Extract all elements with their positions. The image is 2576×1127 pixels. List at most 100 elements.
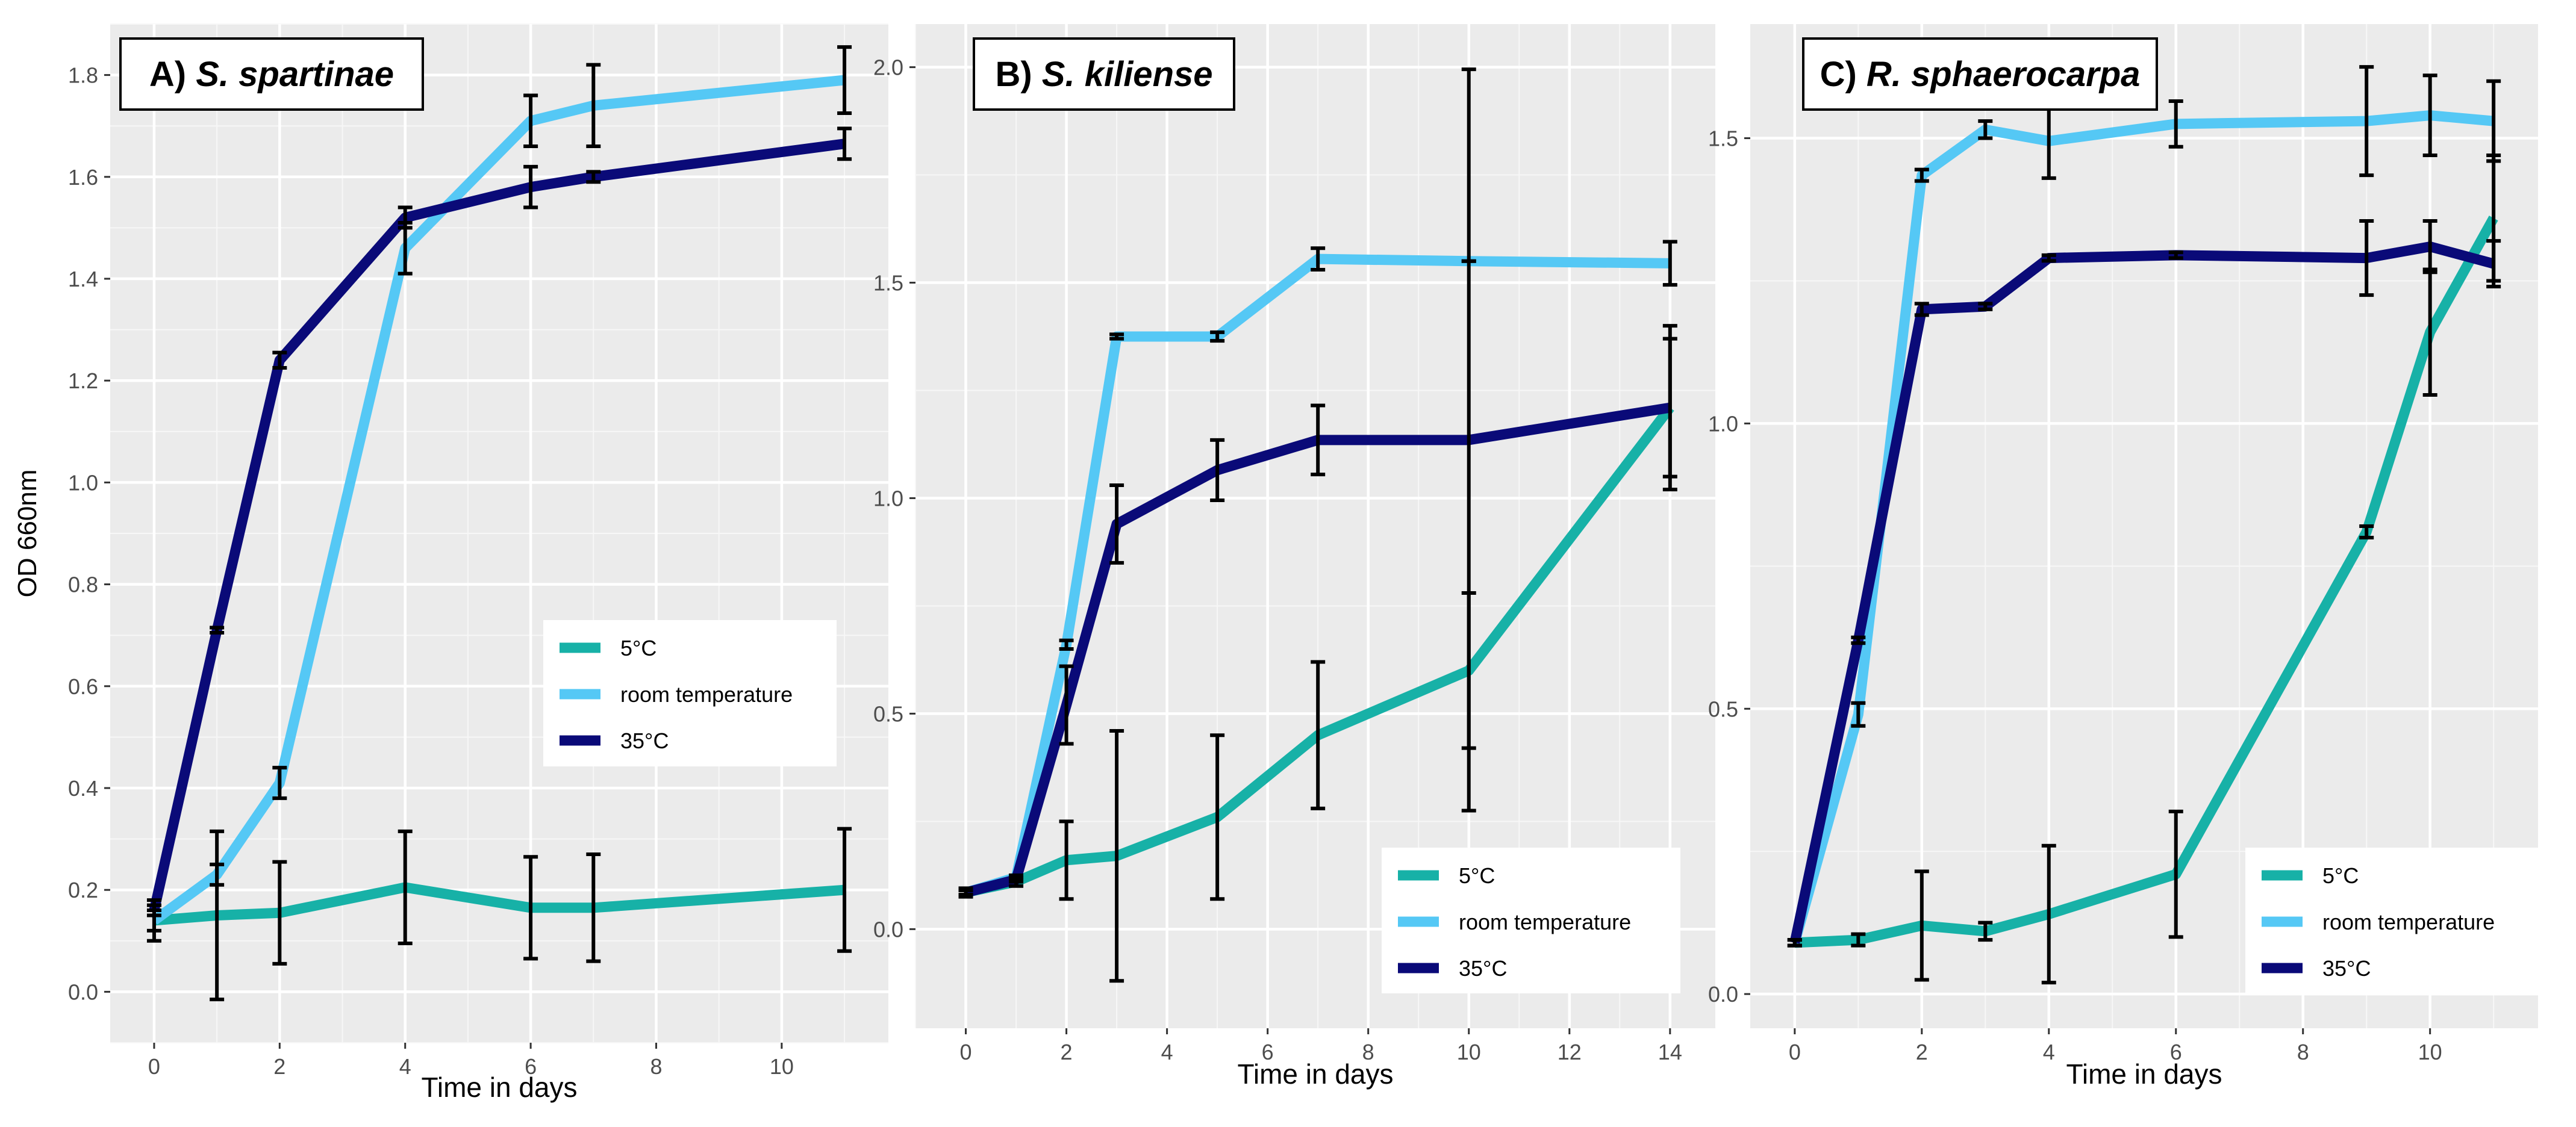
error-bar [1059, 664, 1074, 746]
y-tick-label: 1.0 [873, 486, 903, 511]
error-bar [398, 829, 413, 946]
x-axis-label: Time in days [2066, 1058, 2222, 1090]
error-bar [958, 888, 973, 897]
error-bar [1978, 921, 1993, 942]
legend-label-3: 35°C [1459, 956, 1507, 981]
error-bar [1978, 119, 1993, 140]
y-tick-label: 1.8 [68, 63, 98, 88]
error-bar [1787, 938, 1802, 948]
error-bar [2359, 219, 2374, 297]
x-tick-label: 10 [1457, 1040, 1481, 1064]
y-tick-label: 0.0 [68, 980, 98, 1004]
legend-label-2: room temperature [1459, 910, 1631, 934]
error-bar [1914, 302, 1929, 317]
x-axis-label: Time in days [1237, 1058, 1393, 1090]
y-tick-label: 0.0 [1708, 982, 1738, 1007]
x-tick-label: 0 [1789, 1040, 1801, 1064]
error-bar [837, 126, 852, 161]
error-bar [2359, 65, 2374, 178]
error-bar [1009, 875, 1024, 884]
panel-title-species: S. spartinae [196, 55, 394, 94]
error-bar [1851, 635, 1866, 645]
y-tick-label: 0.8 [68, 573, 98, 597]
error-bar [1914, 167, 1929, 183]
legend-label-1: 5°C [620, 636, 656, 660]
y-tick-label: 0.6 [68, 674, 98, 699]
x-tick-label: 4 [2043, 1040, 2055, 1064]
error-bar [1210, 733, 1225, 901]
error-bar [837, 827, 852, 953]
y-tick-label: 0.5 [873, 701, 903, 726]
error-bar [523, 93, 538, 149]
error-bar [210, 862, 225, 887]
panel-title-box [973, 37, 1235, 111]
y-tick-label: 1.5 [1708, 126, 1738, 151]
error-bar [2422, 219, 2437, 275]
error-bar [837, 45, 852, 116]
error-bar [272, 350, 287, 370]
error-bar [272, 766, 287, 800]
panel-title-box [1802, 37, 2158, 111]
panel-title: C) R. sphaerocarpa [1820, 55, 2141, 94]
x-tick-label: 4 [399, 1054, 411, 1079]
legend-label-3: 35°C [2322, 956, 2371, 981]
error-bar [398, 205, 413, 230]
error-bar [1978, 302, 1993, 311]
error-bar [146, 903, 161, 917]
error-bar [210, 829, 225, 1002]
error-bar [2359, 524, 2374, 539]
x-tick-label: 14 [1658, 1040, 1682, 1064]
error-bar [1662, 324, 1677, 492]
error-bar [2486, 79, 2501, 163]
error-bar [2422, 73, 2437, 157]
error-bar [210, 626, 225, 635]
panel-title-prefix: B) [995, 55, 1041, 94]
x-tick-label: 8 [650, 1054, 662, 1079]
error-bar [1210, 330, 1225, 343]
x-tick-label: 10 [2418, 1040, 2442, 1064]
x-tick-label: 2 [273, 1054, 285, 1079]
x-tick-label: 4 [1161, 1040, 1173, 1064]
error-bar [586, 63, 601, 149]
error-bar [1914, 869, 1929, 982]
error-bar [1851, 701, 1866, 728]
error-bar [586, 170, 601, 184]
panel-title-species: R. sphaerocarpa [1867, 55, 2141, 94]
error-bar [2486, 239, 2501, 288]
error-bar [1059, 638, 1074, 651]
panel-title-prefix: A) [149, 55, 196, 94]
x-tick-label: 8 [1362, 1040, 1374, 1064]
x-tick-label: 6 [2170, 1040, 2182, 1064]
chart-panel-1: 0.0 0.2 0.4 0.6 0.8 1.0 1.2 1.4 1.6 1.8 0 2 4 6 8 10 Tim… [13, 23, 888, 1103]
error-bar [2168, 250, 2183, 260]
error-bar [1109, 332, 1124, 341]
error-bar [2041, 253, 2056, 263]
x-tick-label: 0 [148, 1054, 160, 1079]
legend-label-3: 35°C [620, 728, 669, 753]
y-tick-label: 1.0 [1708, 411, 1738, 436]
legend-label-2: room temperature [2322, 910, 2495, 934]
x-tick-label: 6 [1262, 1040, 1274, 1064]
x-tick-label: 2 [1061, 1040, 1073, 1064]
legend-label-2: room temperature [620, 682, 793, 707]
error-bar [272, 860, 287, 966]
error-bar [2168, 809, 2183, 939]
error-bar [1662, 240, 1677, 287]
x-tick-label: 6 [525, 1054, 537, 1079]
y-tick-label: 1.2 [68, 368, 98, 393]
error-bar [1311, 403, 1326, 477]
error-bar [523, 855, 538, 961]
y-tick-label: 1.6 [68, 165, 98, 190]
y-tick-label: 0.5 [1708, 697, 1738, 721]
y-tick-label: 0.4 [68, 776, 98, 801]
x-tick-label: 0 [960, 1040, 972, 1064]
x-tick-label: 10 [770, 1054, 794, 1079]
error-bar [1210, 438, 1225, 503]
x-tick-label: 8 [2297, 1040, 2309, 1064]
error-bar [1461, 67, 1476, 813]
error-bar [1311, 660, 1326, 810]
error-bar [2168, 99, 2183, 149]
panel-title-species: S. kiliense [1042, 55, 1213, 94]
y-tick-label: 1.4 [68, 267, 98, 291]
